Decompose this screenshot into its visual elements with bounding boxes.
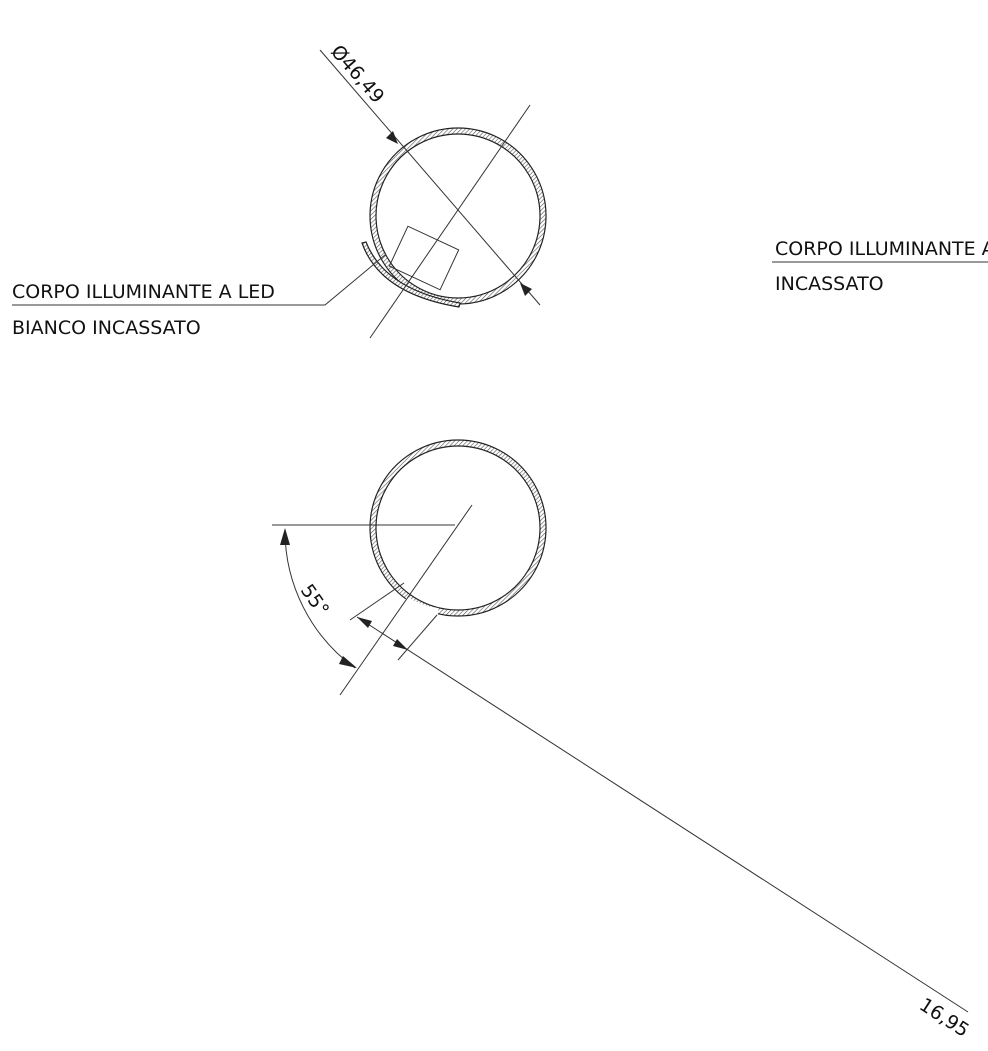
- center-line: [369, 104, 531, 339]
- arrow: [280, 528, 290, 545]
- length-label: 16,95: [915, 994, 973, 1042]
- extension-line: [349, 582, 405, 621]
- leader: [12, 254, 386, 306]
- callout-text: CORPO ILLUMINANTE A: [775, 238, 988, 260]
- callout-text: BIANCO INCASSATO: [12, 317, 201, 339]
- angle-arc: [284, 529, 356, 669]
- angle-line: [339, 504, 473, 696]
- extension-line: [397, 614, 438, 661]
- top-section: Ø46,49 CORPO ILLUMINANTE A LED BIANCO IN…: [12, 41, 547, 339]
- led-body: [388, 225, 460, 291]
- led-strip: [361, 241, 461, 308]
- callout-text: CORPO ILLUMINANTE A LED: [12, 281, 275, 303]
- dimension-line: [356, 616, 969, 1013]
- arrow: [386, 131, 398, 144]
- bottom-section: 55° 16,95: [272, 439, 973, 1042]
- arrow: [339, 656, 357, 668]
- callout-text: INCASSATO: [775, 273, 884, 295]
- tube-ring: [369, 127, 547, 305]
- arrow: [520, 283, 532, 296]
- diameter-line: [319, 49, 541, 306]
- angle-label: 55°: [296, 580, 333, 620]
- diameter-label: Ø46,49: [326, 41, 388, 108]
- opening: [402, 596, 439, 616]
- arrow: [393, 639, 408, 650]
- tube-ring: [369, 439, 547, 617]
- arrow: [357, 617, 372, 628]
